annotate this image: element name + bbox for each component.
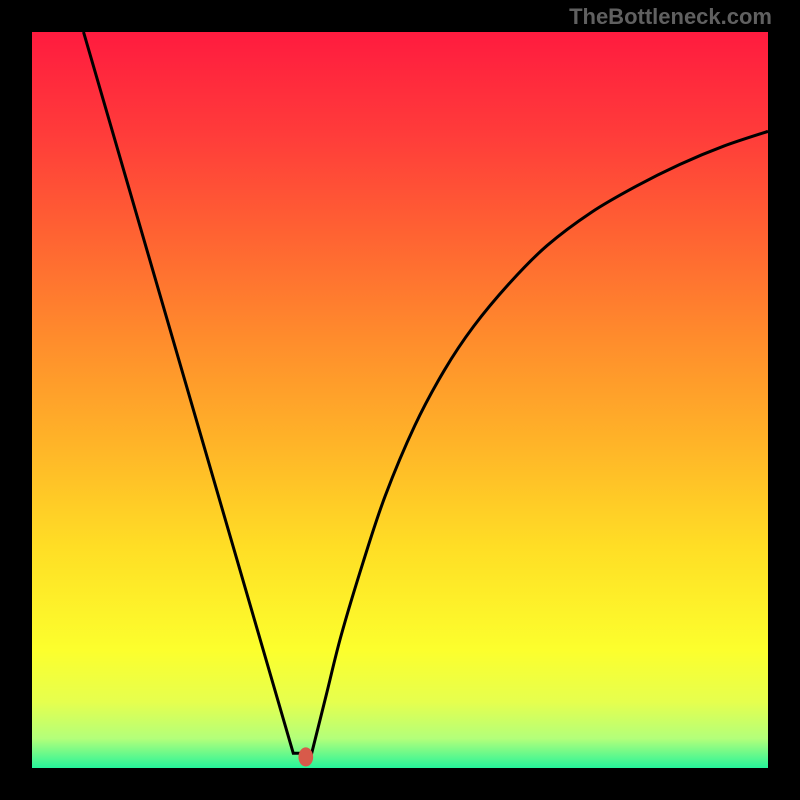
plot-area: [32, 32, 768, 768]
optimal-point-marker: [298, 747, 313, 766]
watermark-text: TheBottleneck.com: [569, 4, 772, 30]
chart-svg: [32, 32, 768, 768]
bottleneck-curve: [84, 32, 768, 753]
